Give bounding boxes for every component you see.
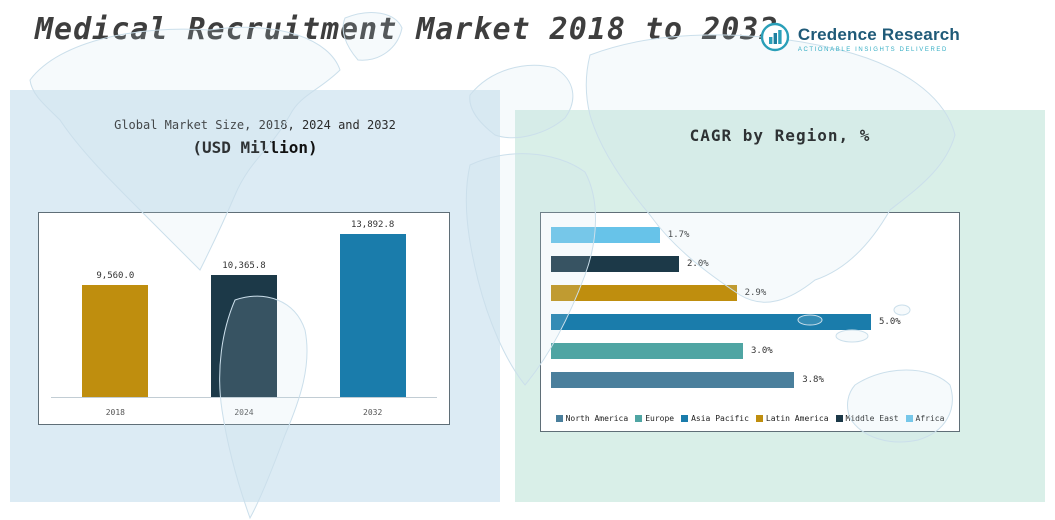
bar-value-label: 1.7% (667, 230, 690, 240)
cagr-bar-africa (551, 227, 660, 243)
legend-swatch (905, 415, 913, 422)
cagr-panel: CAGR by Region, % 1.7% 2.0% 2.9% 5.0% 3.0% 3.… (515, 110, 1045, 502)
logo-tagline: Actionable Insights Delivered (797, 47, 948, 53)
bar-row-africa: 1.7% (551, 227, 951, 243)
market-size-plot-area: 9,560.0 10,365.8 13,892.8 (51, 219, 437, 398)
market-size-subtitle: (USD Million) (192, 138, 318, 157)
legend-label: Europe (645, 414, 675, 423)
bar-value-label: 3.0% (751, 346, 773, 356)
legend-item-africa: Africa (905, 414, 945, 423)
legend-label: North America (565, 414, 629, 423)
legend-swatch (635, 415, 643, 422)
bar-column-2024: 10,365.8 (210, 261, 277, 397)
bar-value-label: 3.8% (802, 375, 824, 385)
legend-swatch (681, 415, 689, 422)
market-size-x-axis: 2018 2024 2032 (51, 408, 437, 417)
market-size-panel: Global Market Size, 2018, 2024 and 2032 … (10, 90, 500, 502)
bar-row-north-america: 3.8% (551, 372, 951, 388)
logo-name: Credence Research (797, 25, 960, 44)
credence-research-logo: Credence Research Actionable Insights De… (760, 22, 960, 56)
bar-value-label: 2.9% (744, 288, 767, 298)
legend-item-europe: Europe (635, 414, 674, 423)
bar-row-europe: 3.0% (551, 343, 951, 359)
legend-swatch (835, 415, 843, 422)
legend-item-latin-america: Latin America (755, 414, 829, 423)
bar-row-middle-east: 2.0% (551, 256, 951, 272)
x-axis-tick-label: 2032 (363, 408, 383, 417)
x-axis-tick-label: 2018 (105, 408, 125, 417)
legend-label: Latin America (765, 414, 829, 423)
bar-column-2032: 13,892.8 (339, 220, 406, 397)
cagr-bar-middle-east (551, 256, 679, 272)
legend-swatch (755, 415, 763, 422)
cagr-bar-north-america (551, 372, 795, 388)
legend-swatch (555, 415, 563, 422)
cagr-bar-latin-america (551, 285, 737, 301)
cagr-title: CAGR by Region, % (689, 126, 871, 145)
bar-row-asia-pacific: 5.0% (551, 314, 951, 330)
cagr-bar-europe (551, 343, 743, 359)
cagr-bar-asia-pacific (551, 314, 871, 330)
legend-label: Middle East (845, 414, 899, 423)
legend-label: Asia Pacific (691, 414, 749, 423)
bar-value-label: 13,892.8 (350, 220, 395, 230)
legend-item-middle-east: Middle East (835, 414, 899, 423)
bar-value-label: 2.0% (687, 259, 709, 269)
credence-logo-icon (760, 22, 790, 56)
bar-value-label: 9,560.0 (96, 271, 135, 281)
market-size-bar-2018 (82, 285, 149, 397)
bar-value-label: 5.0% (879, 317, 901, 327)
page-title: Medical Recruitment Market 2018 to 2032 (35, 12, 779, 47)
legend-label: Africa (915, 414, 945, 423)
bar-column-2018: 9,560.0 (82, 271, 149, 397)
x-axis-tick-label: 2024 (234, 408, 254, 417)
cagr-plot-area: 1.7% 2.0% 2.9% 5.0% 3.0% 3.8% (551, 227, 951, 401)
legend-item-north-america: North America (555, 414, 629, 423)
market-size-bar-2024 (210, 275, 277, 397)
market-size-title: Global Market Size, 2018, 2024 and 2032 (114, 118, 396, 132)
legend-item-asia-pacific: Asia Pacific (681, 414, 749, 423)
cagr-legend: North America Europe Asia Pacific Latin Ame… (545, 414, 955, 423)
market-size-chart: 9,560.0 10,365.8 13,892.8 2018 2024 2032 (38, 212, 450, 425)
bar-value-label: 10,365.8 (222, 261, 266, 271)
bar-row-latin-america: 2.9% (551, 285, 951, 301)
cagr-chart: 1.7% 2.0% 2.9% 5.0% 3.0% 3.8% North America Eu… (540, 212, 960, 432)
market-size-bar-2032 (339, 234, 406, 397)
